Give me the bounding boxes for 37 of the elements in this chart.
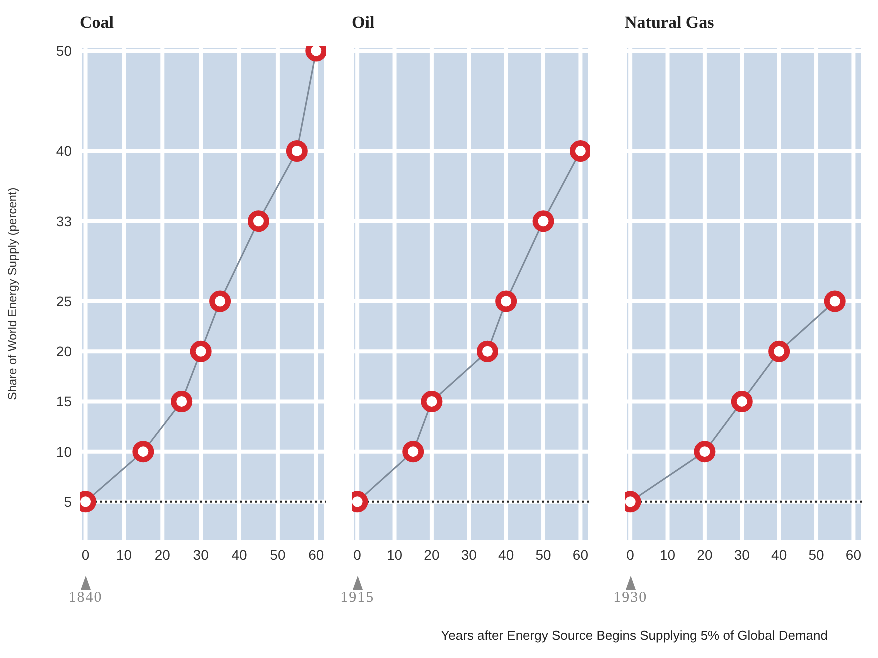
x-tick-label: 0 <box>626 546 635 563</box>
text: 1930 <box>612 590 649 607</box>
x-tick-label: 60 <box>308 546 324 563</box>
x-tick-label: 30 <box>734 546 750 563</box>
x-tick-label: 20 <box>154 546 171 563</box>
x-tick-label: 40 <box>772 546 788 563</box>
y-tick-label: 50 <box>56 42 72 59</box>
x-tick-label: 30 <box>461 546 478 563</box>
chart-title: Coal <box>79 12 115 34</box>
y-tick-label: 33 <box>56 213 72 230</box>
x-tick-label: 10 <box>660 546 676 563</box>
chart-title: Oil <box>351 12 376 34</box>
x-tick-label: 20 <box>424 546 440 563</box>
x-tick-label: 60 <box>846 546 862 563</box>
x-tick-label: 50 <box>808 546 825 563</box>
x-tick-label: 50 <box>270 546 286 563</box>
y-tick-label: 40 <box>56 143 72 160</box>
x-tick-label: 0 <box>354 546 362 563</box>
text: 1915 <box>340 590 376 607</box>
x-tick-label: 10 <box>116 546 132 563</box>
text: 1840 <box>68 590 104 607</box>
x-tick-label: 10 <box>386 546 403 563</box>
x-axis-title: Years after Energy Source Begins Supplying 5% of Global Demand <box>441 628 828 643</box>
y-tick-label: 10 <box>56 444 72 460</box>
x-tick-label: 50 <box>536 546 552 563</box>
x-tick-label: 40 <box>498 546 514 563</box>
y-tick-label: 5 <box>64 494 72 510</box>
y-tick-label: 20 <box>56 344 72 360</box>
x-tick-label: 30 <box>193 546 210 563</box>
x-tick-label: 40 <box>232 546 248 563</box>
x-tick-label: 0 <box>82 546 90 563</box>
x-tick-label: 20 <box>697 546 713 563</box>
y-axis-title: Share of World Energy Supply (percent) <box>5 188 20 400</box>
x-tick-label: 60 <box>572 546 589 563</box>
y-tick-label: 25 <box>56 293 72 310</box>
y-tick-label: 15 <box>56 394 72 410</box>
chart-title: Natural Gas <box>624 12 716 34</box>
